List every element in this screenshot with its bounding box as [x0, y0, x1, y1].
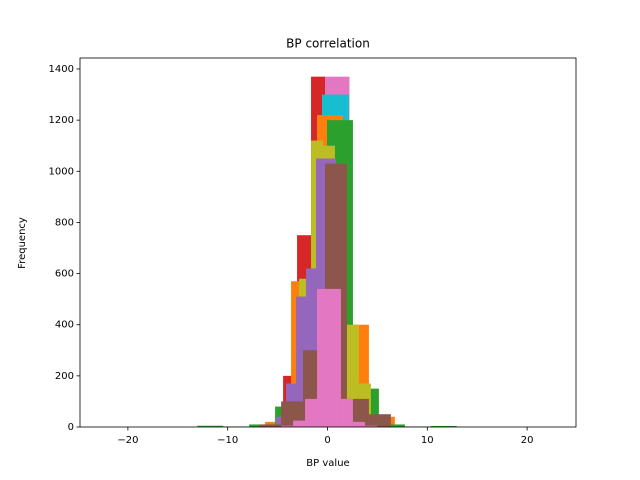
x-tick-label: 20	[521, 435, 534, 446]
y-tick-label: 600	[55, 269, 74, 280]
histogram-bar	[364, 425, 377, 427]
histogram-bar	[296, 296, 307, 427]
x-tick-label: 0	[324, 435, 330, 446]
histogram-bar	[346, 324, 359, 427]
axes-frame	[79, 57, 577, 428]
histogram-bar	[305, 398, 318, 427]
histogram-bar	[328, 288, 341, 427]
y-tick-label: 200	[55, 371, 74, 382]
x-tick-label: −10	[217, 435, 238, 446]
chart-title: BP correlation	[286, 37, 370, 51]
histogram-bar	[293, 420, 306, 427]
y-tick-label: 1200	[49, 115, 74, 126]
y-tick-label: 1400	[49, 64, 74, 75]
y-axis-label: Frequency	[17, 217, 28, 269]
x-tick-label: −20	[117, 435, 138, 446]
histogram-bar	[340, 398, 353, 427]
histogram-bar	[430, 425, 457, 427]
histogram-bar	[306, 268, 317, 427]
x-tick-label: 10	[421, 435, 434, 446]
y-tick-label: 0	[68, 422, 74, 433]
histogram-bar	[276, 416, 287, 427]
histogram-bar	[281, 425, 294, 427]
histogram-bar	[259, 424, 282, 427]
histogram-bar	[368, 414, 391, 427]
histogram-bar	[317, 288, 329, 427]
histogram-bar	[378, 424, 405, 427]
x-axis-label: BP value	[306, 458, 349, 469]
plot-area	[197, 76, 457, 428]
y-tick-label: 1000	[49, 166, 74, 177]
y-tick-label: 400	[55, 320, 74, 331]
y-tick-label: 800	[55, 217, 74, 228]
histogram-bar	[352, 421, 365, 427]
histogram-bar	[197, 425, 224, 427]
